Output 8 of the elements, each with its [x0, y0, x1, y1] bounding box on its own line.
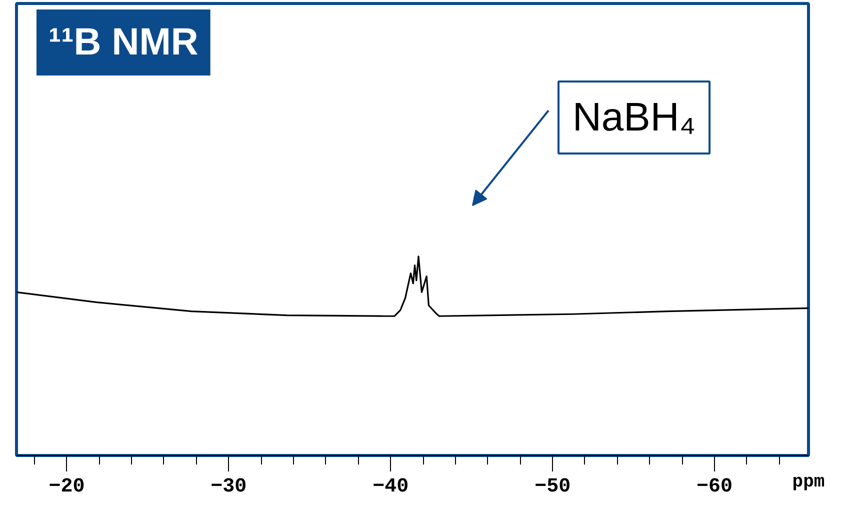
x-tick-label: −40: [372, 476, 409, 498]
x-axis-title: ppm: [792, 472, 825, 492]
text: NaBH₄: [572, 96, 696, 140]
x-tick-label: −20: [48, 476, 85, 498]
x-tick-label: −30: [210, 476, 247, 498]
chart-title: ¹¹B NMR: [48, 22, 198, 64]
x-tick-label: −60: [696, 476, 733, 498]
x-tick-label: −50: [534, 476, 571, 498]
